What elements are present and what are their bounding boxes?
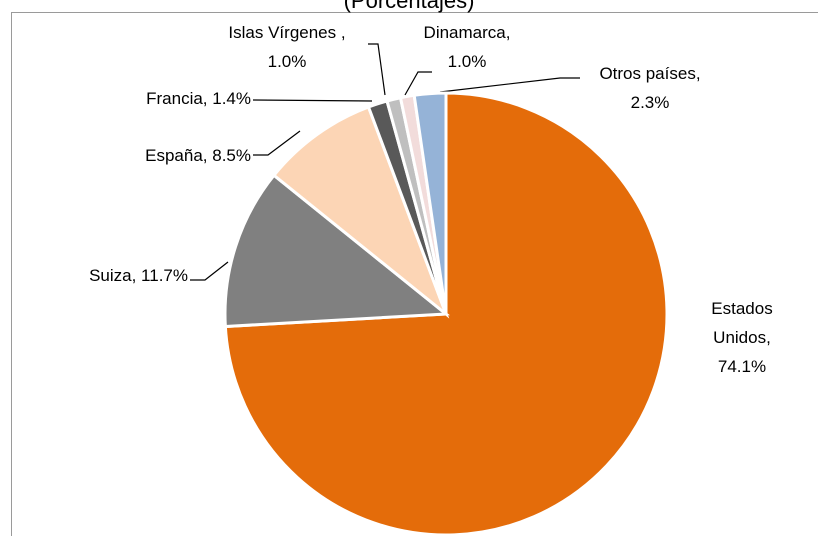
pie-slice — [271, 105, 450, 319]
pie-slice — [223, 173, 450, 329]
pie-slice — [412, 91, 448, 315]
chart-subtitle: (Porcentajes) — [343, 0, 475, 13]
data-label: Dinamarca, 1.0% — [423, 23, 511, 71]
data-label: Estados Unidos, 74.1% — [711, 299, 773, 376]
data-label: Suiza, 11.7% — [89, 266, 188, 285]
frame — [11, 12, 818, 536]
data-label: España, 8.5% — [145, 146, 251, 165]
data-label: Otros países, 2.3% — [599, 64, 701, 112]
leader-lines — [190, 43, 580, 281]
data-label: Islas Vírgenes , 1.0% — [228, 23, 346, 71]
data-label: Francia, 1.4% — [146, 89, 251, 108]
